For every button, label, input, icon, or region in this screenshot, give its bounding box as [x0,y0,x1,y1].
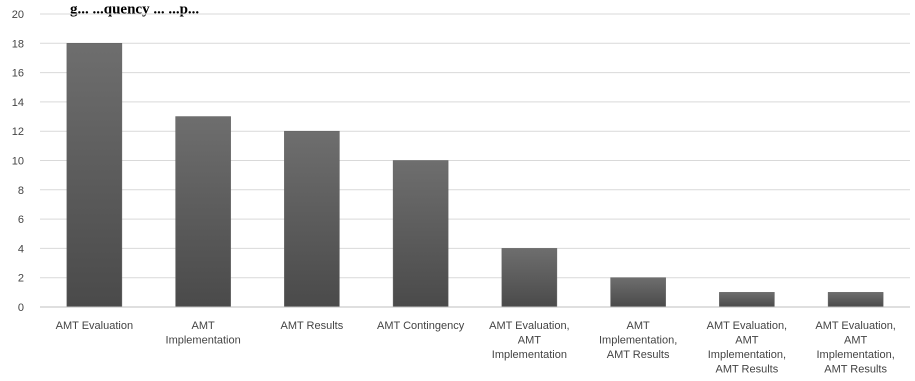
x-category-label: AMT Implementation, AMT Results [599,320,677,361]
bar [66,43,123,308]
x-category-label-line: Implementation, [599,335,677,347]
x-category-label-line: AMT [627,320,651,332]
y-tick-label: 18 [12,38,24,50]
bar [175,116,231,308]
x-category-label: AMT Evaluation, AMT Implementation, AMT Res… [707,320,788,376]
x-category-label-line: AMT Results [280,320,343,332]
x-category-label-line: AMT [518,335,542,347]
x-category-label-line: AMT [735,335,759,347]
x-category-label: AMT Evaluation [56,320,133,332]
y-axis-ticks: 0 2 4 6 8 10 12 14 16 18 20 [12,9,24,314]
bar [610,277,666,308]
x-category-label-line: Implementation, [708,349,786,361]
y-tick-label: 2 [18,273,24,285]
y-tick-label: 20 [12,9,24,21]
y-tick-label: 14 [12,97,24,109]
x-category-label: AMT Implementation [166,320,241,347]
x-category-label-line: AMT Evaluation, [489,320,570,332]
x-category-label-line: AMT Contingency [377,320,465,332]
x-category-label-line: AMT Evaluation, [707,320,788,332]
bar [501,248,558,308]
bar [719,292,775,308]
x-category-label-line: AMT Evaluation, [815,320,896,332]
y-tick-label: 10 [12,156,24,168]
x-category-label: AMT Evaluation, AMT Implementation [489,320,570,361]
x-category-label: AMT Evaluation, AMT Implementation, AMT Res… [815,320,896,376]
x-axis-labels: AMT Evaluation AMT Implementation AMT Resul… [56,320,896,376]
x-category-label-line: Implementation, [816,349,894,361]
bar [392,160,449,308]
bar [284,130,340,308]
y-tick-label: 12 [12,126,24,138]
y-tick-label: 0 [18,302,24,314]
x-category-label: AMT Contingency [377,320,465,332]
x-category-label-line: Implementation [166,335,241,347]
y-tick-label: 4 [18,243,24,255]
x-category-label-line: AMT Results [607,349,670,361]
y-tick-label: 16 [12,68,24,80]
chart-title: g... ...quency ... ...p... [70,2,199,18]
x-category-label-line: AMT Evaluation [56,320,133,332]
y-tick-label: 8 [18,185,24,197]
gridlines [40,13,910,279]
x-category-label-line: AMT Results [824,364,887,376]
bar [827,292,884,308]
x-category-label-line: AMT [844,335,868,347]
y-tick-label: 6 [18,214,24,226]
x-category-label-line: AMT [192,320,216,332]
bars [66,43,884,308]
x-category-label-line: Implementation [492,349,567,361]
x-category-label-line: AMT Results [715,364,778,376]
x-category-label: AMT Results [280,320,343,332]
